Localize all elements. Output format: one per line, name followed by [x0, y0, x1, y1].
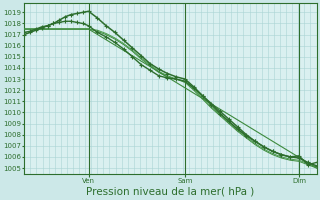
- X-axis label: Pression niveau de la mer( hPa ): Pression niveau de la mer( hPa ): [86, 187, 254, 197]
